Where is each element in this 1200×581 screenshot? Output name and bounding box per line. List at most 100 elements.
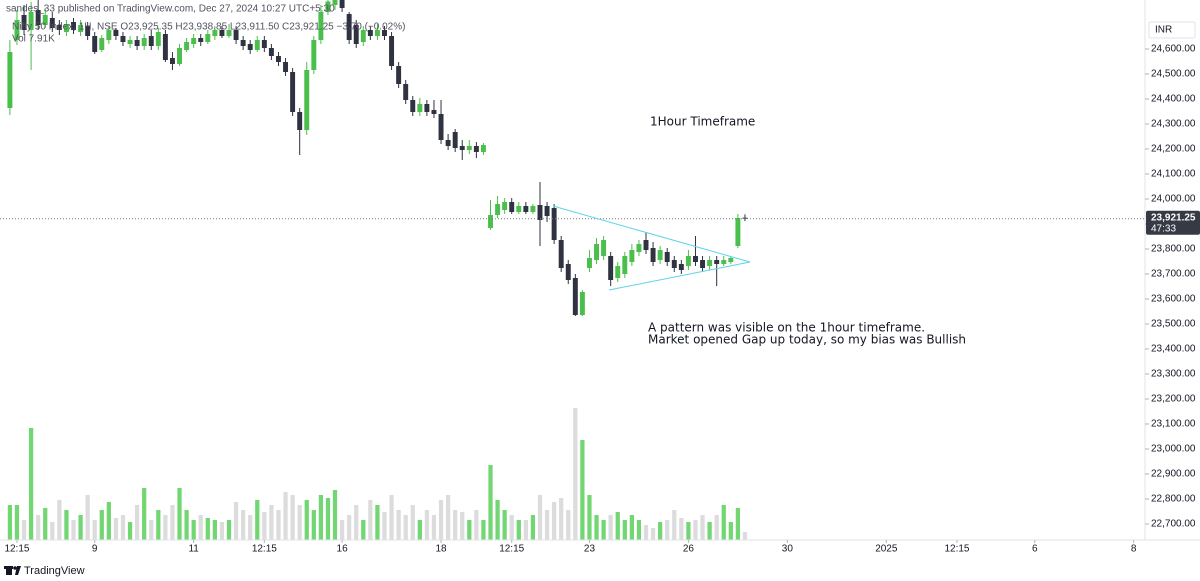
volume-bar	[50, 522, 55, 540]
candle-body	[367, 30, 373, 36]
candle-body	[290, 72, 296, 112]
volume-bar	[580, 440, 585, 540]
candle-body	[714, 260, 720, 264]
volume-bar	[544, 510, 550, 540]
candle-body	[99, 38, 105, 50]
volume-bar	[700, 515, 705, 540]
volume-bar	[368, 500, 373, 540]
candle-body	[558, 240, 564, 268]
candle-body	[735, 218, 741, 246]
plot-area	[0, 0, 1145, 540]
candle-body	[49, 18, 55, 28]
volume-bar	[672, 510, 677, 540]
candle-body	[495, 204, 501, 215]
x-tick-label: 30	[782, 544, 794, 555]
annotation: Market opened Gap up today, so my bias w…	[648, 333, 966, 347]
candle-body	[516, 206, 522, 212]
volume-bar	[509, 515, 514, 540]
candle-body	[466, 146, 472, 150]
volume-bar	[339, 520, 345, 540]
volume-bar	[735, 508, 741, 540]
volume-bar	[64, 510, 69, 540]
candle-body	[389, 36, 395, 66]
volume-bar	[523, 520, 528, 540]
x-tick-label: 12:15	[4, 544, 29, 555]
candle-body	[212, 30, 218, 36]
candle-body	[268, 48, 274, 56]
candle-body	[594, 244, 600, 260]
x-tick-label: 11	[188, 544, 199, 555]
volume-bar	[269, 505, 274, 540]
volume-bar	[354, 505, 359, 540]
candle-body	[374, 30, 380, 36]
candle-body	[254, 40, 260, 50]
volume-bar	[643, 525, 649, 540]
volume-bar	[163, 515, 168, 540]
candle-body	[452, 132, 458, 148]
volume-bar	[156, 510, 161, 540]
candle-body	[410, 100, 416, 112]
candle-body	[318, 12, 324, 40]
volume-bar	[92, 520, 97, 540]
x-tick-label: 12:15	[499, 544, 524, 555]
candle-body	[205, 34, 211, 42]
candle-body	[671, 260, 677, 268]
x-tick-label: 9	[92, 544, 98, 555]
candle-body	[42, 15, 48, 25]
candle-body	[134, 40, 140, 46]
volume-bar	[693, 520, 698, 540]
volume-bar	[177, 488, 182, 540]
volume-bar	[438, 500, 444, 540]
volume-bar	[262, 512, 267, 540]
candle-body	[332, 0, 338, 5]
volume-bar	[255, 500, 260, 540]
candle-body	[247, 44, 253, 50]
volume-bar	[332, 490, 338, 540]
candle-body	[438, 114, 444, 140]
volume-bar	[629, 515, 634, 540]
volume-bar	[219, 522, 225, 540]
candle-body	[311, 40, 317, 70]
volume-bar	[28, 428, 34, 540]
candle-body	[261, 40, 267, 48]
candle-body	[28, 12, 34, 30]
volume-bar	[311, 510, 316, 540]
volume-bar	[99, 510, 104, 540]
candle-body	[141, 38, 147, 46]
candle-body	[276, 56, 281, 62]
candle-body	[339, 0, 345, 8]
candle-body	[537, 205, 543, 220]
candle-body	[304, 70, 310, 130]
y-tick-label: 24,500.00	[1151, 69, 1196, 80]
x-tick-label: 16	[337, 544, 349, 555]
candle-body	[622, 256, 628, 274]
currency-box[interactable]	[1148, 21, 1196, 39]
volume-bar	[587, 495, 592, 540]
volume-bar	[488, 465, 493, 540]
volume-bar	[276, 510, 281, 540]
candle-body	[488, 215, 493, 228]
candle-body	[240, 40, 246, 46]
volume-bar	[7, 505, 13, 540]
volume-bar	[290, 495, 295, 540]
volume-bar	[85, 495, 90, 540]
candle-body	[198, 38, 204, 42]
candle-body	[643, 240, 649, 250]
y-tick-label: 24,300.00	[1151, 119, 1196, 130]
candle-body	[346, 14, 352, 40]
last-price-box	[1146, 210, 1200, 235]
candle-body	[650, 248, 656, 262]
volume-bar	[375, 505, 380, 540]
volume-bar	[184, 510, 189, 540]
candle-body	[417, 104, 423, 112]
footer-logo	[4, 566, 21, 575]
volume-bar	[417, 520, 422, 540]
volume-bar	[665, 520, 670, 540]
volume-bar	[205, 518, 210, 540]
volume-bar	[530, 515, 536, 540]
volume-bar	[445, 495, 451, 540]
candle-body	[480, 145, 486, 152]
x-tick-label: 26	[683, 544, 695, 555]
candle-body	[721, 260, 727, 264]
volume-bar	[431, 515, 437, 540]
